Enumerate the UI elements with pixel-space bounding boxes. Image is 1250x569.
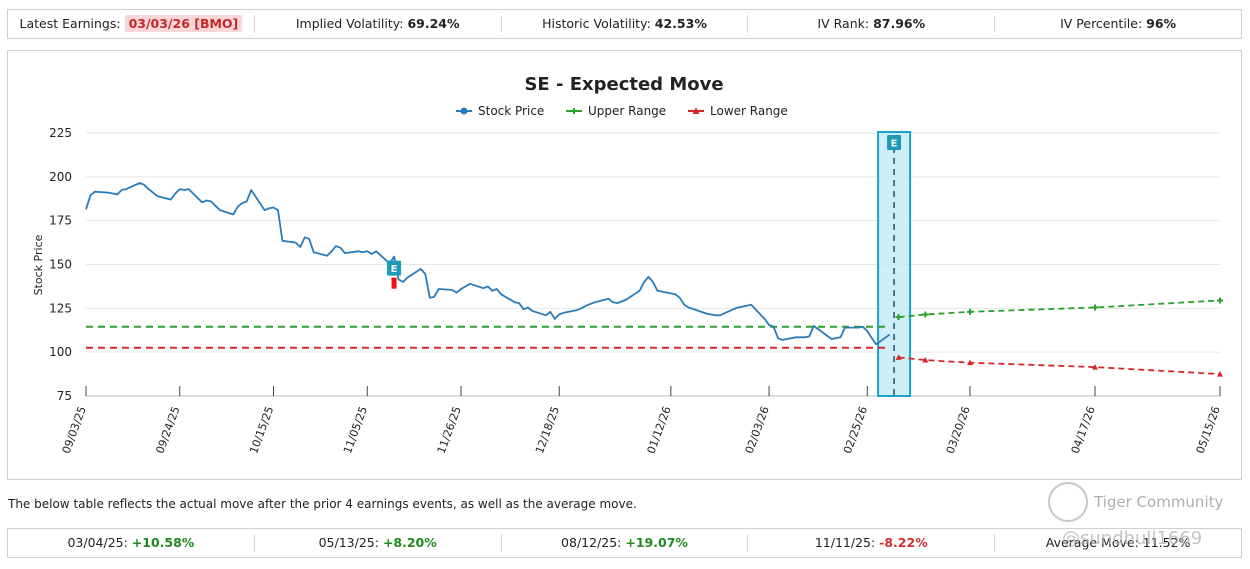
x-tick-label: 02/03/26 xyxy=(743,405,772,456)
x-tick-label: 11/26/25 xyxy=(435,405,464,456)
implied-volatility-stat: Implied Volatility: 69.24% xyxy=(255,15,502,33)
chart-title: SE - Expected Move xyxy=(524,74,723,95)
earnings-marker-label: E xyxy=(891,139,898,150)
moves-note: The below table reflects the actual move… xyxy=(8,497,637,511)
iv-rank-label: IV Rank: xyxy=(817,16,870,31)
earnings-reaction-bar xyxy=(391,277,397,289)
y-axis: 75 100 125 150 175 200 225 xyxy=(49,126,72,403)
x-tick-label: 04/17/26 xyxy=(1069,405,1098,456)
earnings-marker-label: E xyxy=(391,264,398,275)
lower-range-line xyxy=(898,356,1221,375)
lower-range-point xyxy=(1091,364,1098,370)
latest-earnings-badge: 03/03/26 [BMO] xyxy=(124,15,243,32)
earnings-markers: EE xyxy=(387,135,902,289)
lower-range-point xyxy=(922,357,929,363)
x-tick-label: 09/03/25 xyxy=(60,405,89,456)
y-tick-label: 75 xyxy=(57,389,72,403)
iv-percentile-label: IV Percentile: xyxy=(1060,16,1143,31)
move-date: 11/11/25: xyxy=(814,535,876,550)
upper-range-point xyxy=(1217,297,1223,304)
average-move: Average Move: 11.52% xyxy=(1045,535,1191,550)
expected-move-chart: SE - Expected Move Stock Price Upper Rang… xyxy=(7,50,1242,480)
watermark-handle: @sundhull1669 xyxy=(1062,528,1203,549)
historic-volatility-stat: Historic Volatility: 42.53% xyxy=(502,15,749,33)
upper-range-point xyxy=(1091,304,1098,311)
legend-label: Lower Range xyxy=(710,104,788,118)
move-date: 08/12/25: xyxy=(561,535,622,550)
legend-marker xyxy=(692,107,700,114)
y-tick-label: 150 xyxy=(49,258,72,272)
x-tick-label: 05/15/26 xyxy=(1194,405,1223,456)
move-value: +19.07% xyxy=(625,535,688,550)
x-tick-label: 03/20/26 xyxy=(944,405,973,456)
move-date: 05/13/25: xyxy=(318,535,379,550)
lower-range-point xyxy=(895,354,902,360)
lower-range-point xyxy=(1217,371,1223,377)
upper-range-point xyxy=(895,314,902,321)
move-cell: 08/12/25: +19.07% xyxy=(502,534,749,552)
y-tick-label: 200 xyxy=(49,170,72,184)
watermark: Tiger Community xyxy=(1048,478,1238,526)
iv-percentile-value: 96% xyxy=(1146,16,1177,31)
chart-legend: Stock Price Upper Range Lower Range xyxy=(456,104,788,118)
x-tick-label: 01/12/26 xyxy=(645,405,674,456)
y-tick-label: 175 xyxy=(49,214,72,228)
chart-series xyxy=(85,182,1223,377)
earnings-moves-bar: 03/04/25: +10.58% 05/13/25: +8.20% 08/12… xyxy=(7,528,1242,558)
legend-marker xyxy=(571,108,577,114)
chart-svg: SE - Expected Move Stock Price Upper Rang… xyxy=(32,74,1223,455)
x-tick-label: 11/05/25 xyxy=(341,405,370,456)
move-value: +10.58% xyxy=(131,535,195,550)
move-cell: 05/13/25: +8.20% xyxy=(255,534,502,552)
latest-earnings-stat: Latest Earnings: 03/03/26 [BMO] xyxy=(8,15,255,33)
historic-volatility-value: 42.53% xyxy=(654,16,707,31)
upper-range-point xyxy=(922,311,929,318)
legend-label: Upper Range xyxy=(588,104,666,118)
legend-marker xyxy=(460,107,468,115)
watermark-text: Tiger Community xyxy=(1094,493,1224,511)
earnings-band xyxy=(877,131,912,397)
tiger-logo-icon xyxy=(1048,482,1088,522)
move-cell: 03/04/25: +10.58% xyxy=(8,534,255,552)
x-axis: 09/03/25 09/24/25 10/15/25 11/05/25 11/26/25… xyxy=(60,386,1223,455)
x-tick-label: 09/24/25 xyxy=(153,405,182,456)
move-value: +8.20% xyxy=(382,535,437,550)
stats-bar: Latest Earnings: 03/03/26 [BMO] Implied … xyxy=(7,9,1242,39)
earnings-marker xyxy=(387,260,402,276)
implied-volatility-label: Implied Volatility: xyxy=(295,16,404,31)
move-date: 03/04/25: xyxy=(67,535,128,550)
y-tick-label: 225 xyxy=(49,126,72,140)
implied-volatility-value: 69.24% xyxy=(407,16,460,31)
lower-range-point xyxy=(966,359,973,366)
y-tick-label: 100 xyxy=(49,345,72,359)
stock-price-line xyxy=(85,182,891,346)
upper-range-point xyxy=(966,308,973,315)
y-axis-label: Stock Price xyxy=(32,234,45,295)
legend-label: Stock Price xyxy=(478,104,544,118)
latest-earnings-label: Latest Earnings: xyxy=(19,16,121,31)
y-tick-label: 125 xyxy=(49,301,72,315)
iv-percentile-stat: IV Percentile: 96% xyxy=(995,15,1241,33)
chart-grid xyxy=(86,132,1220,397)
x-tick-label: 10/15/25 xyxy=(247,405,276,456)
earnings-marker xyxy=(887,135,902,150)
x-tick-label: 12/18/25 xyxy=(533,405,562,456)
x-tick-label: 02/25/26 xyxy=(841,405,870,456)
earnings-highlight-band xyxy=(877,131,912,397)
historic-volatility-label: Historic Volatility: xyxy=(542,16,651,31)
move-value: -8.22% xyxy=(879,535,928,550)
iv-rank-stat: IV Rank: 87.96% xyxy=(748,15,996,33)
move-cell: 11/11/25: -8.22% xyxy=(748,534,996,552)
iv-rank-value: 87.96% xyxy=(873,16,926,31)
